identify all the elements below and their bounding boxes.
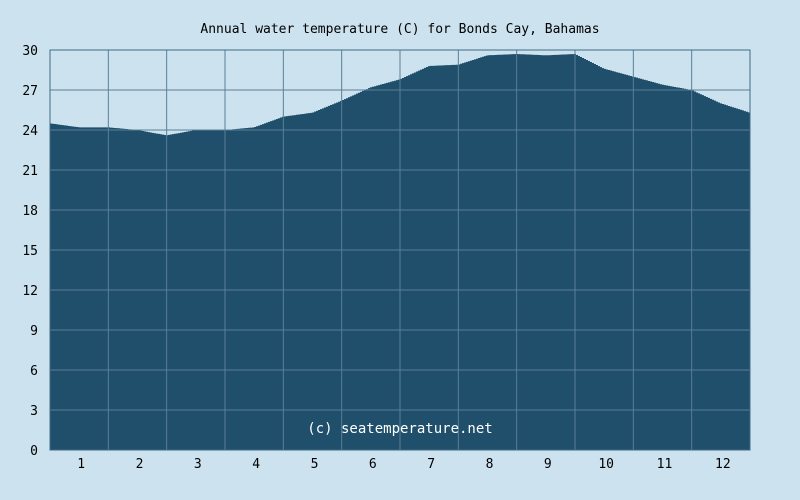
x-tick-label: 12 <box>715 457 731 472</box>
x-tick-label: 4 <box>252 457 260 472</box>
x-tick-label: 10 <box>598 457 614 472</box>
x-tick-label: 7 <box>427 457 435 472</box>
y-tick-label: 0 <box>30 444 38 459</box>
y-tick-label: 18 <box>22 204 38 219</box>
y-tick-label: 3 <box>30 404 38 419</box>
chart-title: Annual water temperature (C) for Bonds C… <box>200 22 599 37</box>
x-tick-label: 9 <box>544 457 552 472</box>
y-axis-ticks: 0 3 6 9 12 15 18 21 24 27 30 <box>22 44 38 459</box>
y-tick-label: 6 <box>30 364 38 379</box>
x-tick-label: 5 <box>311 457 319 472</box>
x-tick-label: 6 <box>369 457 377 472</box>
plot-area <box>49 49 751 451</box>
x-tick-label: 8 <box>486 457 494 472</box>
y-tick-label: 24 <box>22 124 38 139</box>
y-tick-label: 27 <box>22 84 38 99</box>
credit-label: (c) seatemperature.net <box>307 421 492 437</box>
x-tick-label: 3 <box>194 457 202 472</box>
x-axis-ticks: 1 2 3 4 5 6 7 8 9 10 11 12 <box>77 457 730 472</box>
y-tick-label: 21 <box>22 164 38 179</box>
y-tick-label: 9 <box>30 324 38 339</box>
x-tick-label: 1 <box>77 457 85 472</box>
y-tick-label: 12 <box>22 284 38 299</box>
x-tick-label: 2 <box>136 457 144 472</box>
y-tick-label: 15 <box>22 244 38 259</box>
y-tick-label: 30 <box>22 44 38 59</box>
x-tick-label: 11 <box>657 457 673 472</box>
plot-border <box>49 49 751 451</box>
